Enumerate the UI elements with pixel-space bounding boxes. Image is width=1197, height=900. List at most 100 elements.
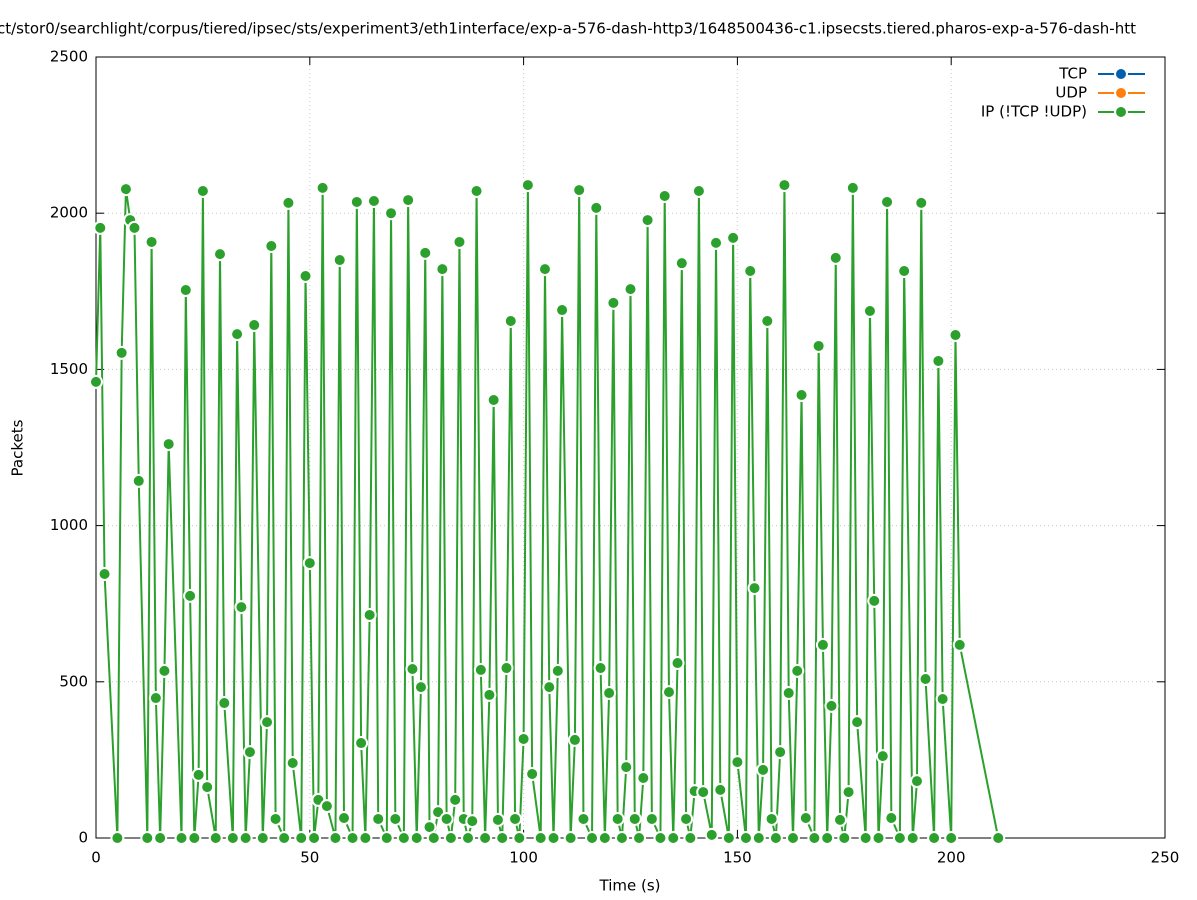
y-tick-label: 0 <box>78 829 88 847</box>
data-point <box>277 831 292 845</box>
data-point <box>875 749 890 764</box>
data-point <box>593 661 608 676</box>
data-point <box>572 183 587 198</box>
data-point <box>892 831 907 845</box>
data-point <box>371 811 386 826</box>
data-point <box>713 782 728 797</box>
data-point <box>764 811 779 826</box>
data-point <box>550 663 565 678</box>
data-point <box>516 731 531 746</box>
data-point <box>114 345 129 360</box>
data-point <box>542 680 557 695</box>
data-point <box>435 262 450 277</box>
data-point <box>118 182 133 197</box>
data-point <box>623 282 638 297</box>
data-point <box>478 831 493 845</box>
data-point <box>610 811 625 826</box>
data-point <box>230 327 245 342</box>
data-point <box>657 189 672 204</box>
data-point <box>345 831 360 845</box>
data-point <box>691 184 706 199</box>
data-point <box>794 388 809 403</box>
x-tick-label: 250 <box>1151 849 1180 867</box>
data-point <box>952 637 967 652</box>
x-tick-label: 200 <box>937 849 966 867</box>
data-point <box>760 313 775 328</box>
data-point <box>268 811 283 826</box>
data-point <box>388 811 403 826</box>
data-point <box>144 234 159 249</box>
legend-label: UDP <box>1055 84 1087 102</box>
data-point <box>384 206 399 221</box>
data-point <box>401 193 416 208</box>
data-point <box>461 831 476 845</box>
y-tick-label: 500 <box>59 672 88 690</box>
data-point <box>161 437 176 452</box>
data-point <box>546 831 561 845</box>
data-point <box>751 831 766 845</box>
data-point <box>238 831 253 845</box>
data-point <box>97 567 112 582</box>
data-point <box>409 831 424 845</box>
data-point <box>473 662 488 677</box>
chart-title: ct/stor0/searchlight/corpus/tiered/ipsec… <box>0 20 1136 38</box>
data-point <box>828 250 843 265</box>
data-point <box>178 283 193 298</box>
data-point <box>798 811 813 826</box>
data-point <box>807 831 822 845</box>
data-point <box>619 760 634 775</box>
data-point <box>833 812 848 827</box>
data-point <box>640 213 655 228</box>
data-point <box>213 247 228 262</box>
y-tick-label: 1500 <box>50 360 88 378</box>
data-point <box>495 831 510 845</box>
data-point <box>815 637 830 652</box>
data-point <box>195 184 210 199</box>
data-point <box>490 812 505 827</box>
data-point <box>469 184 484 199</box>
data-point <box>768 831 783 845</box>
data-point <box>260 715 275 730</box>
data-point <box>499 661 514 676</box>
data-point <box>837 831 852 845</box>
data-point <box>589 200 604 215</box>
data-point <box>183 588 198 603</box>
data-point <box>721 831 736 845</box>
data-point <box>319 799 334 814</box>
data-point <box>332 253 347 268</box>
data-point <box>285 756 300 771</box>
data-point <box>512 831 527 845</box>
data-point <box>602 686 617 701</box>
data-point <box>931 353 946 368</box>
data-point <box>781 686 796 701</box>
data-point <box>405 661 420 676</box>
data-point <box>585 831 600 845</box>
data-point <box>225 831 240 845</box>
series-line <box>95 185 1000 842</box>
data-point <box>443 831 458 845</box>
data-point <box>555 303 570 318</box>
data-point <box>730 755 745 770</box>
legend-label: IP (!TCP !UDP) <box>981 103 1087 121</box>
data-point <box>264 239 279 254</box>
data-point <box>661 685 676 700</box>
data-point <box>174 831 189 845</box>
data-point <box>362 607 377 622</box>
y-tick-label: 2000 <box>50 204 88 222</box>
data-point <box>131 473 146 488</box>
data-point <box>576 811 591 826</box>
data-point <box>991 831 1006 845</box>
data-point <box>520 178 535 193</box>
data-point <box>709 235 724 250</box>
data-point <box>242 745 257 760</box>
y-tick-label: 2500 <box>50 48 88 66</box>
data-point <box>148 691 163 706</box>
data-point <box>845 180 860 195</box>
data-point <box>636 771 651 786</box>
data-point <box>302 556 317 571</box>
data-point <box>824 698 839 713</box>
data-point <box>93 220 108 235</box>
data-point <box>773 745 788 760</box>
data-point <box>465 814 480 829</box>
data-point <box>644 811 659 826</box>
